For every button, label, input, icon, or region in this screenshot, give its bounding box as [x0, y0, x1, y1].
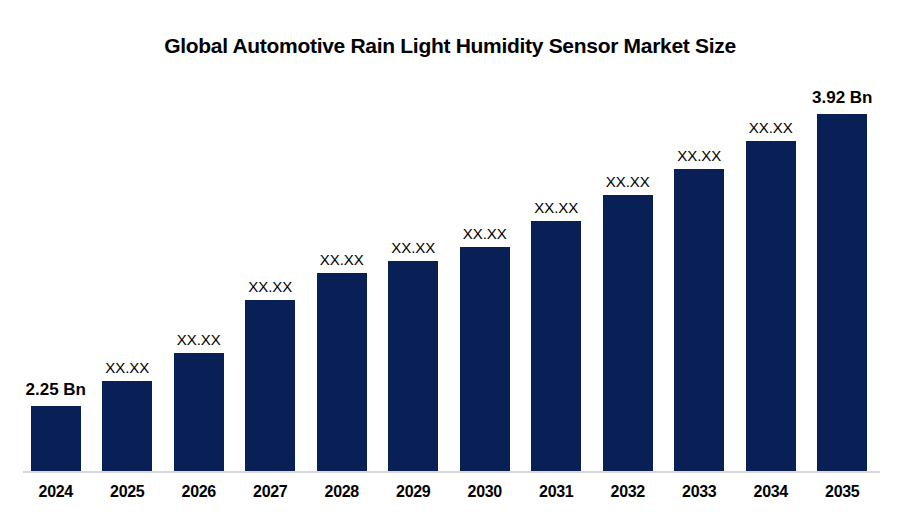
- x-axis-label-2025: 2025: [92, 483, 164, 501]
- bar-column-2032: XX.XX: [592, 174, 664, 471]
- bar-column-2028: XX.XX: [306, 252, 378, 471]
- bar-value-label-2035: 3.92 Bn: [812, 89, 872, 106]
- bar-value-label-2032: XX.XX: [606, 174, 650, 189]
- bar-column-2025: XX.XX: [92, 360, 164, 471]
- x-axis-label-2033: 2033: [664, 483, 736, 501]
- bar-value-label-2030: XX.XX: [463, 226, 507, 241]
- bar-value-label-2033: XX.XX: [677, 148, 721, 163]
- bar-value-label-2031: XX.XX: [534, 200, 578, 215]
- x-axis-line: [23, 471, 880, 473]
- x-axis-label-2024: 2024: [20, 483, 92, 501]
- x-axis-label-2026: 2026: [163, 483, 235, 501]
- x-axis-label-2032: 2032: [592, 483, 664, 501]
- bar-2028: [317, 273, 367, 471]
- bar-2030: [460, 247, 510, 471]
- x-axis-label-2029: 2029: [378, 483, 450, 501]
- bar-2031: [531, 221, 581, 471]
- bar-column-2031: XX.XX: [521, 200, 593, 471]
- x-axis-label-2035: 2035: [807, 483, 879, 501]
- chart-canvas: Global Automotive Rain Light Humidity Se…: [0, 0, 900, 525]
- bar-value-label-2025: XX.XX: [105, 360, 149, 375]
- bar-value-label-2027: XX.XX: [248, 279, 292, 294]
- bar-2034: [746, 141, 796, 471]
- x-axis-labels: 2024202520262027202820292030203120322033…: [20, 483, 878, 501]
- bar-value-label-2026: XX.XX: [177, 332, 221, 347]
- bar-column-2034: XX.XX: [735, 120, 807, 471]
- x-axis-label-2027: 2027: [235, 483, 307, 501]
- bar-column-2024: 2.25 Bn: [20, 381, 92, 471]
- bar-column-2035: 3.92 Bn: [807, 89, 879, 471]
- bar-column-2029: XX.XX: [378, 240, 450, 471]
- bar-2027: [245, 300, 295, 471]
- bar-value-label-2029: XX.XX: [391, 240, 435, 255]
- x-axis-label-2030: 2030: [449, 483, 521, 501]
- bar-column-2027: XX.XX: [235, 279, 307, 471]
- bar-2035: [817, 114, 867, 471]
- bar-2024: [31, 406, 81, 471]
- bar-2032: [603, 195, 653, 471]
- x-axis-label-2034: 2034: [735, 483, 807, 501]
- bar-2029: [388, 261, 438, 471]
- bar-2025: [102, 381, 152, 471]
- bar-column-2033: XX.XX: [664, 148, 736, 471]
- bar-value-label-2028: XX.XX: [320, 252, 364, 267]
- bars-container: 2.25 Bn XX.XX XX.XX XX.XX XX.XX XX.XX XX.XX XX.…: [20, 62, 878, 471]
- x-axis-label-2028: 2028: [306, 483, 378, 501]
- x-axis-label-2031: 2031: [521, 483, 593, 501]
- bar-column-2030: XX.XX: [449, 226, 521, 471]
- plot-area: 2.25 Bn XX.XX XX.XX XX.XX XX.XX XX.XX XX.XX XX.…: [20, 62, 878, 471]
- chart-title: Global Automotive Rain Light Humidity Se…: [0, 34, 900, 58]
- bar-value-label-2024: 2.25 Bn: [26, 381, 86, 398]
- bar-2033: [674, 169, 724, 471]
- bar-value-label-2034: XX.XX: [749, 120, 793, 135]
- bar-2026: [174, 353, 224, 471]
- bar-column-2026: XX.XX: [163, 332, 235, 471]
